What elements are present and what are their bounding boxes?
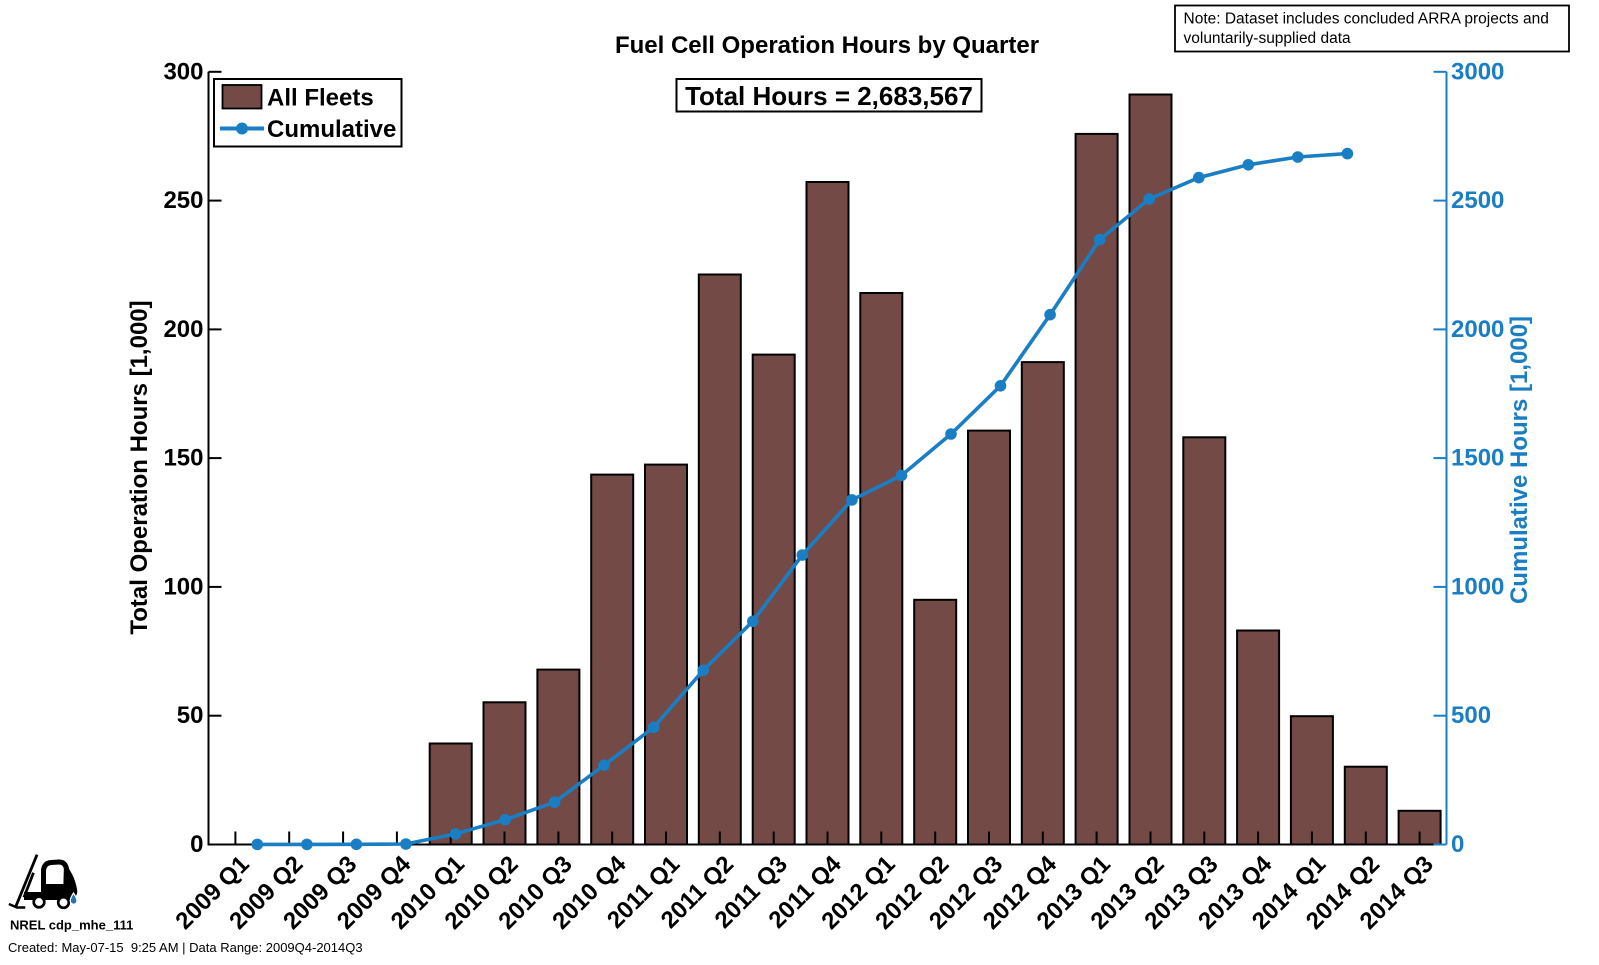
- svg-text:Created: May-07-15 9:25 AM |: Created: May-07-15 9:25 AM | Data Range:…: [8, 940, 363, 955]
- svg-text:3000: 3000: [1451, 58, 1504, 85]
- svg-text:250: 250: [163, 187, 203, 214]
- svg-text:Total Hours = 2,683,567: Total Hours = 2,683,567: [685, 81, 973, 111]
- svg-text:Fuel Cell Operation Hours by Q: Fuel Cell Operation Hours by Quarter: [615, 32, 1039, 59]
- svg-text:All Fleets: All Fleets: [267, 85, 374, 112]
- svg-text:Cumulative: Cumulative: [267, 116, 396, 143]
- svg-text:Total Operation Hours [1,000]: Total Operation Hours [1,000]: [126, 300, 153, 634]
- svg-text:0: 0: [190, 831, 203, 858]
- svg-text:500: 500: [1451, 702, 1491, 729]
- svg-text:2500: 2500: [1451, 187, 1504, 214]
- svg-text:300: 300: [163, 58, 203, 85]
- svg-text:Note: Dataset includes conclud: Note: Dataset includes concluded ARRA pr…: [1184, 11, 1549, 28]
- svg-text:1000: 1000: [1451, 573, 1504, 600]
- svg-text:Cumulative Hours [1,000]: Cumulative Hours [1,000]: [1506, 316, 1533, 604]
- svg-text:NREL cdp_mhe_111: NREL cdp_mhe_111: [10, 918, 133, 933]
- svg-text:50: 50: [177, 702, 204, 729]
- svg-text:100: 100: [163, 573, 203, 600]
- svg-text:150: 150: [163, 445, 203, 472]
- svg-text:voluntarily-supplied data: voluntarily-supplied data: [1184, 30, 1352, 47]
- svg-text:1500: 1500: [1451, 445, 1504, 472]
- svg-text:200: 200: [163, 316, 203, 343]
- svg-text:2000: 2000: [1451, 316, 1504, 343]
- svg-text:0: 0: [1451, 831, 1464, 858]
